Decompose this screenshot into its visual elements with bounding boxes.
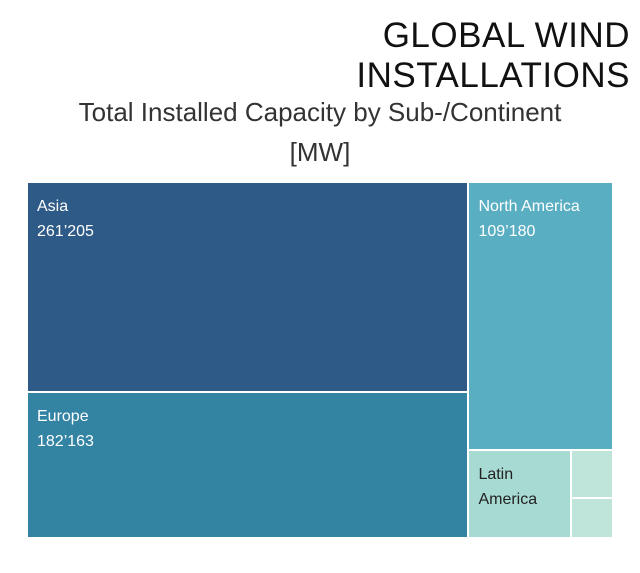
treemap-cell: Europe 182’163: [27, 391, 469, 538]
treemap: Asia 261’205 Europe 182’163 North America 109…: [27, 182, 613, 538]
chart-title: GLOBAL WIND INSTALLATIONS: [356, 16, 630, 95]
treemap-cell: North America 109’180: [468, 182, 613, 450]
treemap-cell: Latin America: [468, 449, 571, 538]
cell-value: 109’180: [478, 223, 536, 240]
cell-label: Europe: [37, 407, 89, 425]
cell-label: Latin America: [478, 465, 538, 508]
treemap-cell: [570, 449, 613, 498]
chart-subtitle: Total Installed Capacity by Sub-/Contine…: [78, 97, 562, 167]
treemap-cell: [570, 497, 613, 538]
cell-label: North America: [478, 198, 580, 215]
treemap-cell: Asia 261’205: [27, 182, 469, 392]
cell-value: 182’163: [37, 432, 94, 450]
cell-label: Asia: [37, 198, 69, 215]
cell-value: 261’205: [37, 223, 94, 240]
